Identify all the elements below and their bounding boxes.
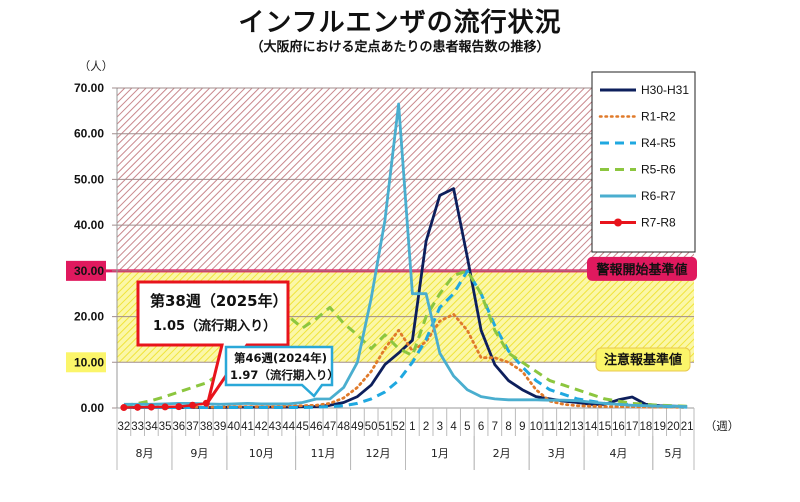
x-tick-label: 49: [351, 421, 364, 433]
x-tick-label: 52: [392, 421, 405, 433]
series-point-r7-r8: [134, 403, 142, 411]
x-tick-label: 5: [464, 421, 470, 433]
x-tick-label: 15: [598, 421, 611, 433]
x-tick-label: 50: [365, 421, 378, 433]
legend-label-r6-r7: R6-R7: [641, 189, 676, 203]
x-tick-label: 1: [409, 421, 415, 433]
series-point-r7-r8: [120, 404, 128, 412]
x-tick-label: 39: [214, 421, 227, 433]
x-tick-label: 46: [310, 421, 323, 433]
month-label: 5月: [664, 447, 682, 460]
x-tick-label: 32: [118, 421, 131, 433]
x-tick-label: 34: [145, 421, 158, 433]
callout-r6r7: [224, 345, 334, 398]
x-tick-label: 42: [255, 421, 268, 433]
y-tick-label: 60.00: [74, 127, 104, 141]
series-point-r7-r8: [189, 401, 197, 409]
x-tick-label: 33: [131, 421, 144, 433]
x-tick-label: 21: [681, 421, 694, 433]
legend-label-r5-r6: R5-R6: [641, 163, 676, 177]
x-tick-label: 18: [640, 421, 653, 433]
x-tick-label: 19: [653, 421, 666, 433]
month-label: 1月: [431, 447, 449, 460]
x-tick-label: 6: [478, 421, 484, 433]
x-tick-label: 12: [557, 421, 570, 433]
x-tick-label: 4: [450, 421, 457, 433]
callout-r7r8-line2: 1.05（流行期入り）: [153, 318, 276, 334]
chart-subtitle: （大阪府における定点あたりの患者報告数の推移）: [250, 40, 550, 55]
y-tick-label: 20.00: [74, 310, 104, 324]
series-line-r5-r6: [123, 269, 688, 408]
month-label: 8月: [135, 447, 153, 460]
x-tick-label: 17: [626, 421, 639, 433]
month-label: 11月: [311, 447, 336, 460]
x-tick-label: 48: [337, 421, 350, 433]
callout-r6r7-line2: 1.97（流行期入り）: [230, 368, 339, 382]
callout-r7r8-line1: 第38週（2025年）: [150, 292, 288, 310]
legend-label-r1-r2: R1-R2: [641, 110, 676, 124]
alarm-threshold-label-bg: [66, 260, 106, 281]
x-axis-unit: （週）: [705, 420, 740, 433]
callout-r6r7-line1: 第46週(2024年): [234, 351, 327, 365]
x-tick-label: 9: [519, 421, 525, 433]
caution-threshold-label-bg: [66, 352, 106, 373]
x-tick-label: 7: [492, 421, 498, 433]
y-tick-label: 50.00: [74, 172, 104, 186]
x-tick-label: 51: [379, 421, 392, 433]
series-point-r7-r8: [147, 403, 155, 411]
series-point-r7-r8: [161, 403, 169, 411]
x-tick-label: 44: [282, 421, 295, 433]
x-tick-label: 11: [543, 421, 556, 433]
x-tick-label: 36: [172, 421, 185, 433]
y-tick-label: 70.00: [74, 81, 104, 95]
month-label: 4月: [609, 447, 627, 460]
x-tick-label: 10: [530, 421, 543, 433]
x-tick-label: 47: [324, 421, 337, 433]
month-label: 12月: [366, 447, 391, 460]
x-tick-label: 8: [505, 421, 511, 433]
month-label: 10月: [249, 447, 274, 460]
y-axis-unit: （人）: [79, 60, 114, 73]
month-label: 2月: [493, 447, 511, 460]
x-tick-label: 41: [241, 421, 254, 433]
y-tick-label: 40.00: [74, 218, 104, 232]
x-tick-label: 20: [667, 421, 680, 433]
month-label: 9月: [190, 447, 208, 460]
x-tick-label: 40: [227, 421, 240, 433]
x-tick-label: 45: [296, 421, 309, 433]
series-point-r7-r8: [175, 403, 183, 411]
caution-badge: [595, 347, 691, 372]
legend-label-h30-h31: H30-H31: [641, 83, 689, 97]
x-tick-label: 16: [612, 421, 625, 433]
chart-title: インフルエンザの流行状況: [238, 8, 562, 38]
x-tick-label: 2: [423, 421, 429, 433]
legend-label-r4-r5: R4-R5: [641, 136, 676, 150]
alarm-badge-label: 警報開始基準値: [596, 262, 687, 278]
y-tick-label: 30.00: [74, 264, 104, 278]
legend-marker-r7-r8: [614, 218, 622, 227]
y-tick-label: 0.00: [81, 401, 105, 415]
x-tick-label: 38: [200, 421, 213, 433]
alarm-badge: [587, 256, 697, 281]
x-tick-label: 37: [186, 421, 199, 433]
x-tick-label: 43: [269, 421, 282, 433]
month-label: 3月: [548, 447, 566, 460]
y-tick-label: 10.00: [74, 355, 104, 369]
x-tick-label: 3: [437, 421, 443, 433]
legend-label-r7-r8: R7-R8: [641, 216, 676, 230]
x-tick-label: 13: [571, 421, 584, 433]
series-line-r6-r7: [123, 102, 688, 408]
caution-badge-label: 注意報基準値: [604, 352, 682, 368]
x-tick-label: 14: [585, 421, 598, 433]
x-tick-label: 35: [159, 421, 172, 433]
